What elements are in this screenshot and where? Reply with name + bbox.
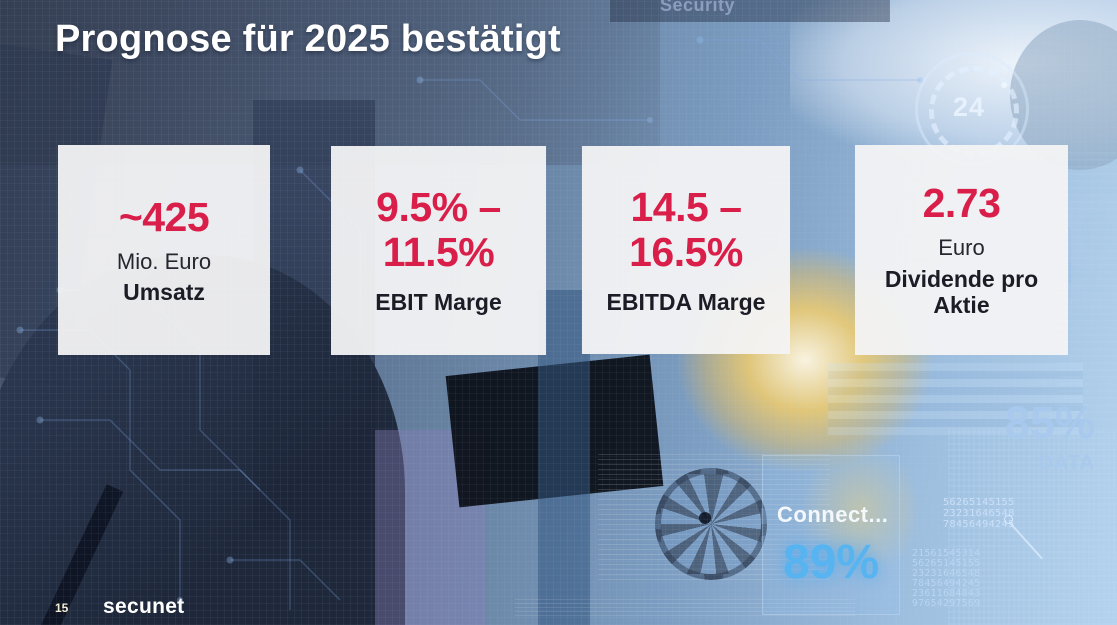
- metric-value-line2: 16.5%: [629, 228, 743, 275]
- bg-motor-fan-hub: [699, 512, 711, 524]
- bg-amber-glow: [780, 420, 940, 600]
- bg-data-percent: 85%: [1004, 397, 1095, 448]
- bg-security-band: [610, 0, 890, 22]
- metric-label: EBITDA Marge: [606, 288, 766, 315]
- bg-number-stream-bottom: 21561545314 56265145155 23231646548 7845…: [912, 548, 981, 609]
- bg-motor-fan: [655, 468, 767, 580]
- clock-dot-icon: [1001, 82, 1007, 88]
- metric-label: EBIT Marge: [375, 289, 502, 316]
- bg-gap-shade: [538, 290, 590, 625]
- metric-unit: Euro: [938, 235, 985, 261]
- bg-connect-text: Connect...: [777, 502, 889, 527]
- bg-number-stream-top: 56265145155 23231646548 78456494245: [943, 497, 1015, 530]
- secunet-logo: secunet: [103, 595, 185, 618]
- bg-security-text: Security: [660, 0, 736, 15]
- metric-value: 14.5 –: [630, 183, 743, 230]
- metric-label: Umsatz: [123, 279, 205, 306]
- slide-title: Prognose für 2025 bestätigt: [55, 18, 561, 60]
- metric-card-umsatz: ~425 Mio. Euro Umsatz: [58, 145, 270, 355]
- bg-connect-percent: 89%: [783, 536, 880, 589]
- metric-value: ~425: [118, 193, 210, 240]
- bg-connect-panel: [762, 455, 900, 615]
- metric-card-ebitda-marge: 14.5 – 16.5% EBITDA Marge: [582, 146, 790, 354]
- bg-glass-panel: [828, 363, 1083, 435]
- metric-label: Dividende pro Aktie: [884, 265, 1039, 319]
- bg-data-label: DATA: [1038, 452, 1095, 474]
- metric-value: 9.5% –: [376, 184, 501, 231]
- page-number: 15: [55, 601, 69, 615]
- metric-value-line2: 11.5%: [382, 229, 495, 276]
- metric-unit: Mio. Euro: [116, 248, 212, 274]
- bg-callout-dot-icon: [1004, 515, 1013, 524]
- clock-value: 24: [952, 92, 986, 122]
- metric-card-ebit-marge: 9.5% – 11.5% EBIT Marge: [331, 146, 546, 355]
- bg-tiny-text-line: [515, 598, 855, 616]
- bg-digital-rain: [948, 428, 1117, 625]
- metric-card-dividende: 2.73 Euro Dividende pro Aktie: [855, 145, 1068, 355]
- metric-value: 2.73: [922, 180, 1001, 227]
